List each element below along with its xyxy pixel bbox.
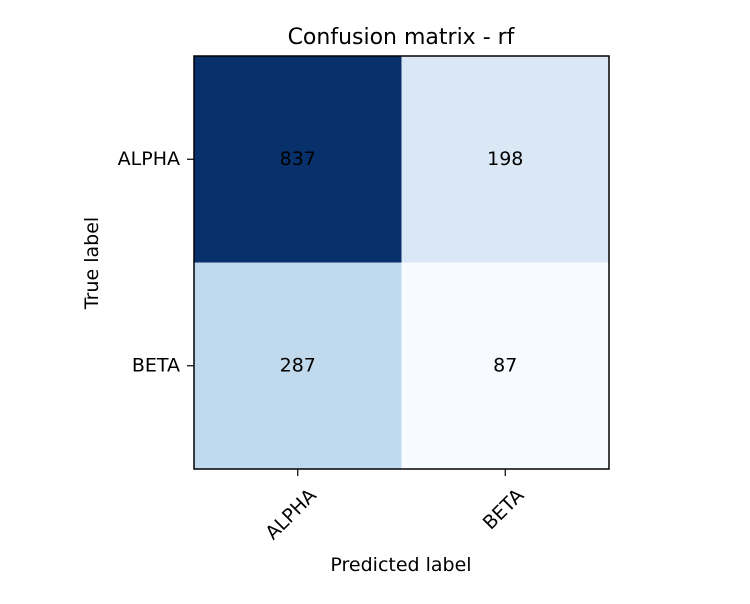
y-tick-label: ALPHA [118, 148, 180, 170]
cell-value-labels: 837 198 287 87 [280, 148, 524, 377]
y-axis-ticks: ALPHA BETA [118, 148, 194, 376]
heatmap-cell [401, 262, 610, 470]
heatmap-cells [194, 56, 610, 470]
chart-title: Confusion matrix - rf [288, 25, 516, 50]
y-tick-label: BETA [132, 354, 180, 376]
heatmap-cell [194, 262, 402, 470]
heatmap-cell [401, 56, 610, 263]
cell-value-label: 837 [280, 148, 316, 170]
x-axis-ticks: ALPHA BETA [261, 469, 528, 544]
heatmap-cell [194, 56, 402, 263]
cell-value-label: 287 [280, 354, 316, 376]
cell-value-label: 198 [487, 148, 523, 170]
x-axis-label: Predicted label [330, 554, 471, 576]
x-tick-label: ALPHA [261, 485, 321, 545]
cell-value-label: 87 [493, 354, 517, 376]
x-tick-label: BETA [479, 485, 529, 535]
plot-frame [193, 55, 610, 470]
y-axis-label: True label [81, 217, 103, 310]
